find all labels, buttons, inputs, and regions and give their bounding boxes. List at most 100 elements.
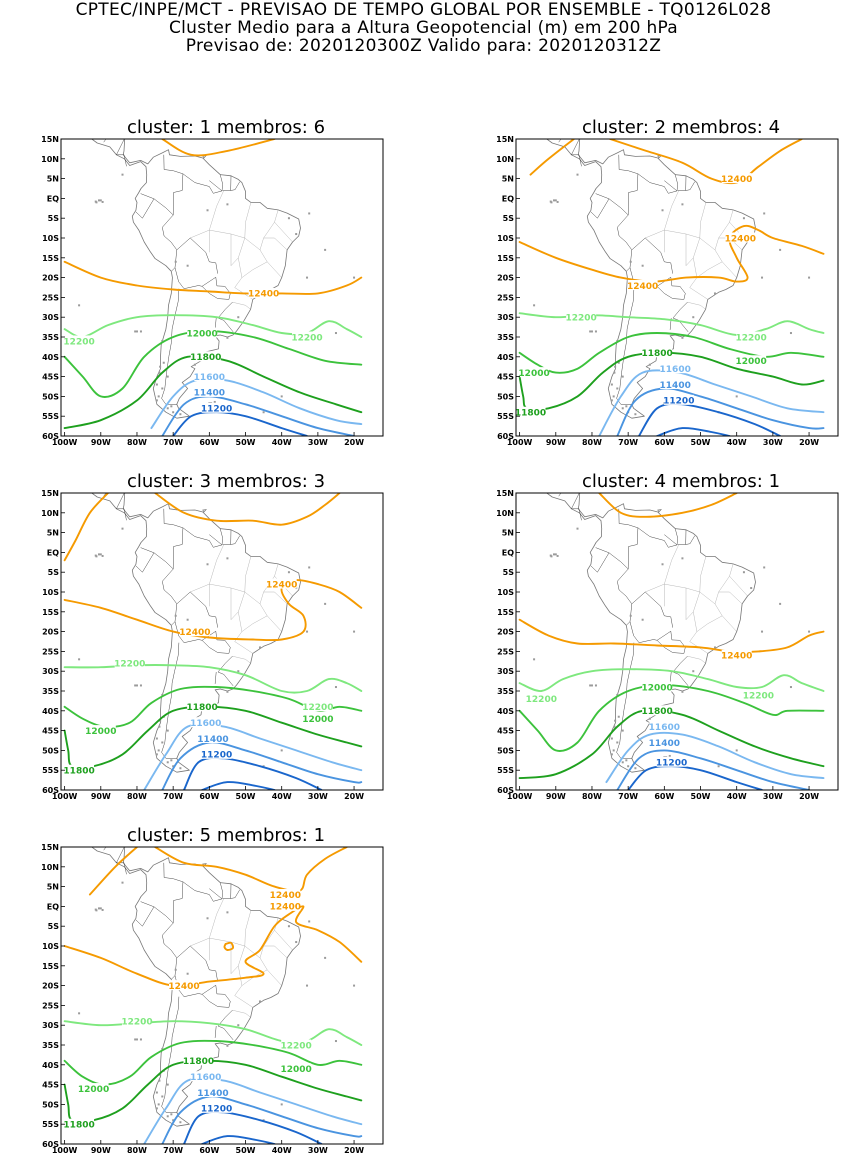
contour-label-bg <box>302 713 333 724</box>
island-marker <box>610 383 613 386</box>
state-border <box>232 1010 251 1018</box>
contour-label-bg <box>743 689 774 700</box>
lat-label: 15N <box>496 135 514 144</box>
lat-label: 15N <box>496 489 514 498</box>
island-marker <box>78 304 81 307</box>
state-border <box>259 603 282 632</box>
lat-label: 5N <box>502 175 514 184</box>
island-marker <box>135 1038 138 1041</box>
island-marker <box>159 719 162 722</box>
island-marker <box>170 1113 173 1116</box>
island-marker <box>139 330 142 333</box>
state-border <box>230 234 239 267</box>
contour-label-bg <box>642 681 673 692</box>
contour-label-12200: 12200 <box>121 1018 152 1028</box>
contour-line-11200 <box>201 1135 276 1144</box>
island-marker <box>158 371 161 374</box>
island-marker <box>99 907 102 910</box>
lon-label: 60W <box>199 438 219 447</box>
state-border <box>241 261 268 278</box>
country-border <box>176 591 218 628</box>
island-marker <box>324 602 327 605</box>
lon-label: 30W <box>308 1146 328 1155</box>
contour-label-11600: 11600 <box>194 373 225 383</box>
state-border <box>696 615 723 632</box>
island-marker <box>166 729 169 732</box>
country-border <box>153 862 184 924</box>
lat-label: EQ <box>47 548 59 557</box>
island-marker <box>614 719 617 722</box>
island-marker <box>681 557 684 560</box>
lat-label: 20S <box>497 628 514 637</box>
island-marker <box>155 1091 158 1094</box>
contour-label-11800: 11800 <box>63 1121 94 1131</box>
lat-label: 50S <box>497 746 514 755</box>
state-border <box>230 588 239 621</box>
lon-label: 100W <box>507 792 533 801</box>
contour-label-12200: 12200 <box>63 337 94 347</box>
island-marker <box>594 684 597 687</box>
island-marker <box>226 911 229 914</box>
lat-label: 25S <box>42 647 59 656</box>
lat-label: 25S <box>42 1001 59 1010</box>
island-marker <box>614 365 617 368</box>
lat-label: EQ <box>47 902 59 911</box>
state-border <box>274 222 293 243</box>
lat-label: 40S <box>42 1061 59 1070</box>
state-border <box>718 591 743 605</box>
contour-label-12200: 12200 <box>565 314 596 324</box>
island-marker <box>616 693 619 696</box>
lat-label: 45S <box>497 727 514 736</box>
island-marker <box>617 361 620 364</box>
lat-label: 30S <box>42 667 59 676</box>
contour-label-12000: 12000 <box>85 727 116 737</box>
contour-line-11200 <box>172 411 308 436</box>
island-marker <box>95 555 98 558</box>
island-marker <box>95 201 98 204</box>
country-border <box>631 237 673 274</box>
contour-label-11800: 11800 <box>190 353 221 363</box>
contour-label-12200: 12200 <box>302 703 333 713</box>
island-marker <box>681 690 684 693</box>
lon-label: 90W <box>91 792 111 801</box>
contour-label-bg <box>183 1055 214 1066</box>
contour-label-bg <box>270 889 301 900</box>
lat-label: 50S <box>42 392 59 401</box>
contour-label-12000: 12000 <box>186 329 217 339</box>
country-border <box>161 288 180 405</box>
lat-label: 40S <box>42 707 59 716</box>
contour-label-bg <box>248 287 279 298</box>
contour-label-bg <box>627 280 658 291</box>
island-marker <box>761 276 764 279</box>
country-border <box>629 621 671 643</box>
island-marker <box>306 276 309 279</box>
contour-line-11400 <box>161 395 356 436</box>
country-border <box>174 267 216 289</box>
island-marker <box>717 765 720 768</box>
country-border <box>135 547 155 573</box>
contour-line-11400 <box>616 749 811 790</box>
country-border <box>674 174 678 191</box>
map-layers: 12400 12400 12400 12200 12200 12000 12000 11800… <box>516 139 825 436</box>
island-marker <box>589 330 592 333</box>
country-border <box>217 656 234 687</box>
country-border <box>176 237 218 274</box>
lon-label: 80W <box>582 792 602 801</box>
lat-label: 20S <box>42 628 59 637</box>
country-border <box>201 985 231 1008</box>
state-border <box>645 190 679 239</box>
contour-label-12000: 12000 <box>302 715 333 725</box>
contour-label-bg <box>292 331 323 342</box>
lat-label: 40S <box>497 353 514 362</box>
island-marker <box>172 411 175 414</box>
lat-label: 10N <box>41 155 59 164</box>
contour-label-11800: 11800 <box>183 1057 214 1067</box>
lat-label: 5N <box>502 529 514 538</box>
lon-label: 30W <box>763 438 783 447</box>
country-border <box>219 882 223 899</box>
island-marker <box>78 1012 81 1015</box>
island-marker <box>174 968 177 971</box>
lat-label: 5S <box>48 568 60 577</box>
contour-line-12400 <box>518 224 825 283</box>
lon-label: 20W <box>344 1146 364 1155</box>
